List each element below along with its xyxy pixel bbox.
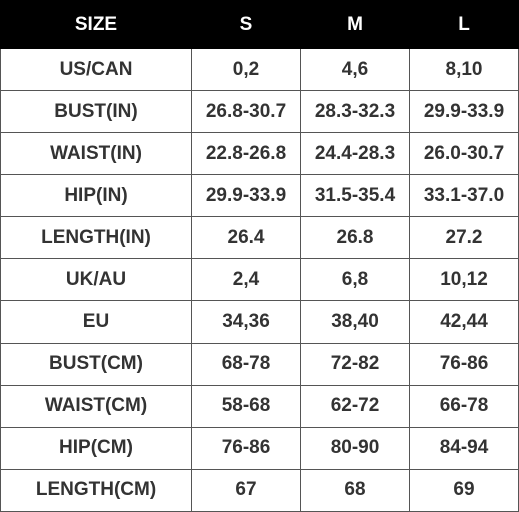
header-row: SIZE S M L	[0, 0, 519, 49]
cell: 58-68	[191, 384, 301, 428]
cell: 28.3-32.3	[300, 90, 410, 134]
row-label: LENGTH(CM)	[0, 468, 192, 512]
cell: 66-78	[409, 384, 519, 428]
row-label: WAIST(IN)	[0, 132, 192, 176]
cell: 26.0-30.7	[409, 132, 519, 176]
cell: 4,6	[300, 47, 410, 92]
cell: 29.9-33.9	[409, 90, 519, 134]
row-label: HIP(IN)	[0, 174, 192, 218]
cell: 26.8	[300, 216, 410, 260]
cell: 42,44	[409, 300, 519, 344]
row-label: WAIST(CM)	[0, 384, 192, 428]
cell: 67	[191, 468, 301, 512]
row: EU 34,36 38,40 42,44	[0, 300, 519, 344]
header-cell: M	[300, 0, 410, 49]
cell: 26.4	[191, 216, 301, 260]
cell: 80-90	[300, 426, 410, 470]
row: LENGTH(IN) 26.4 26.8 27.2	[0, 216, 519, 260]
row: UK/AU 2,4 6,8 10,12	[0, 258, 519, 302]
row-label: LENGTH(IN)	[0, 216, 192, 260]
cell: 38,40	[300, 300, 410, 344]
cell: 24.4-28.3	[300, 132, 410, 176]
row-label: BUST(CM)	[0, 342, 192, 386]
row-label: BUST(IN)	[0, 90, 192, 134]
row: HIP(IN) 29.9-33.9 31.5-35.4 33.1-37.0	[0, 174, 519, 218]
cell: 33.1-37.0	[409, 174, 519, 218]
header: SIZE S M L	[0, 0, 519, 49]
header-cell: S	[191, 0, 301, 49]
row: HIP(CM) 76-86 80-90 84-94	[0, 426, 519, 470]
cell: 68-78	[191, 342, 301, 386]
cell: 10,12	[409, 258, 519, 302]
cell: 69	[409, 468, 519, 512]
row-label: UK/AU	[0, 258, 192, 302]
row: WAIST(IN) 22.8-26.8 24.4-28.3 26.0-30.7	[0, 132, 519, 176]
cell: 76-86	[409, 342, 519, 386]
header-cell: L	[409, 0, 519, 49]
cell: 22.8-26.8	[191, 132, 301, 176]
cell: 34,36	[191, 300, 301, 344]
cell: 84-94	[409, 426, 519, 470]
cell: 6,8	[300, 258, 410, 302]
row-label: EU	[0, 300, 192, 344]
row: WAIST(CM) 58-68 62-72 66-78	[0, 384, 519, 428]
cell: 76-86	[191, 426, 301, 470]
cell: 8,10	[409, 47, 519, 92]
cell: 72-82	[300, 342, 410, 386]
row: LENGTH(CM) 67 68 69	[0, 468, 519, 512]
cell: 31.5-35.4	[300, 174, 410, 218]
cell: 26.8-30.7	[191, 90, 301, 134]
body: US/CAN 0,2 4,6 8,10 BUST(IN) 26.8-30.7 28.3-32…	[0, 47, 519, 512]
cell: 27.2	[409, 216, 519, 260]
cell: 62-72	[300, 384, 410, 428]
cell: 68	[300, 468, 410, 512]
cell: 0,2	[191, 47, 301, 92]
cell: 2,4	[191, 258, 301, 302]
header-cell: SIZE	[0, 0, 192, 49]
row: BUST(IN) 26.8-30.7 28.3-32.3 29.9-33.9	[0, 90, 519, 134]
cell: 29.9-33.9	[191, 174, 301, 218]
row: US/CAN 0,2 4,6 8,10	[0, 47, 519, 92]
row-label: US/CAN	[0, 47, 192, 92]
row-label: HIP(CM)	[0, 426, 192, 470]
row: BUST(CM) 68-78 72-82 76-86	[0, 342, 519, 386]
